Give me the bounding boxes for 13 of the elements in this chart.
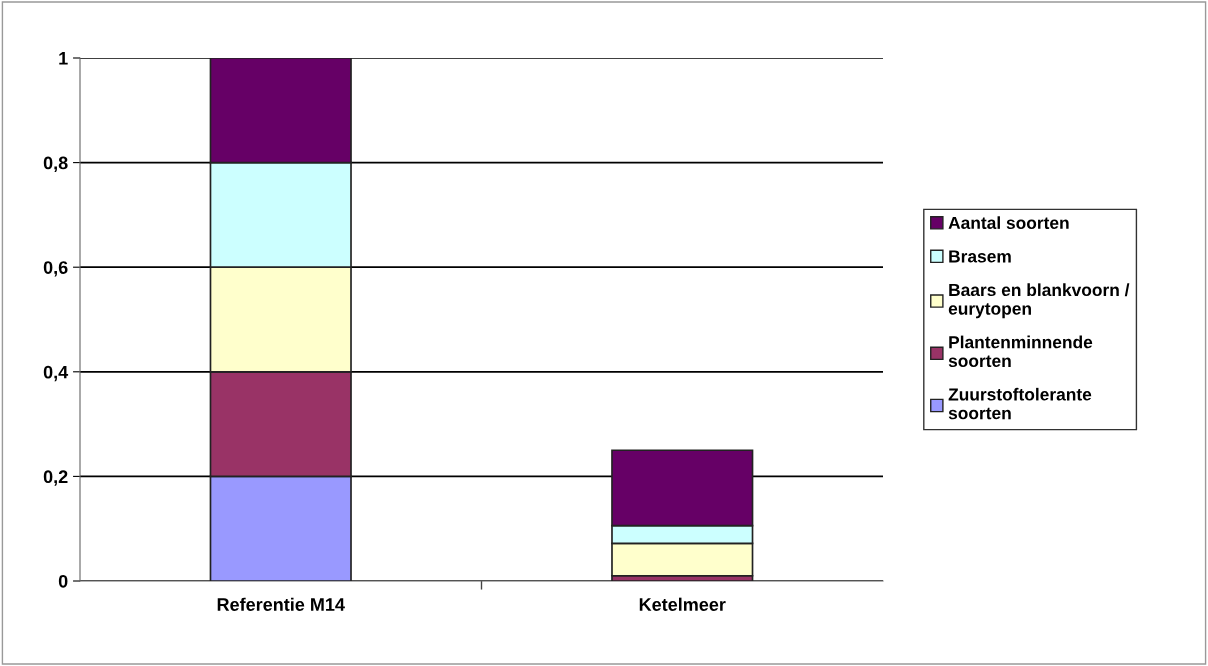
y-tick-label: 0 xyxy=(58,574,68,588)
legend-label: Brasem xyxy=(949,250,1011,263)
y-tick-label: 0,2 xyxy=(43,470,68,486)
y-tick-label: 0,6 xyxy=(43,261,68,277)
y-tick-label: 0,8 xyxy=(43,156,68,172)
legend-label: Zuurstoftolerante soorten xyxy=(948,387,1092,420)
x-tick-label: Referentie M14 xyxy=(217,597,345,611)
x-tick-label: Ketelmeer xyxy=(639,597,726,611)
y-tick-label: 0,4 xyxy=(43,365,69,382)
legend-label: Plantenminnende soorten xyxy=(948,335,1093,368)
legend-label: Baars en blankvoorn / eurytopen xyxy=(948,283,1130,319)
y-tick-label: 1 xyxy=(59,52,68,65)
legend-label: Aantal soorten xyxy=(948,216,1069,230)
